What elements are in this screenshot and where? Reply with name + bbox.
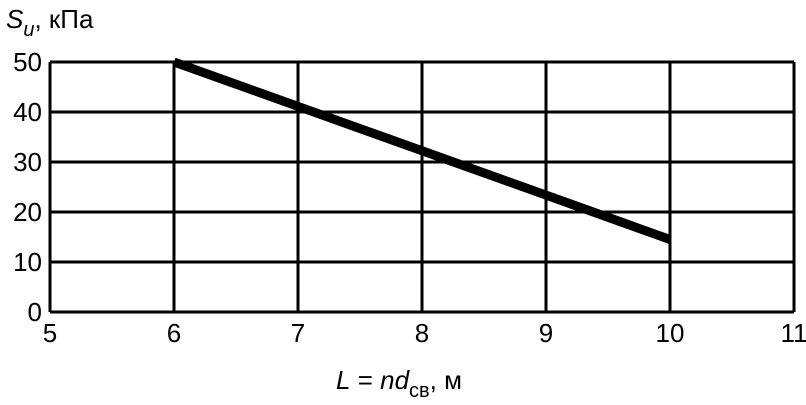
x-tick-label-5: 10 xyxy=(656,318,685,348)
y-tick-label-2: 20 xyxy=(13,197,42,227)
x-axis-title: L = ndсв, м xyxy=(336,365,462,400)
y-tick-label-0: 0 xyxy=(28,297,42,327)
y-axis-symbol: S xyxy=(6,4,24,34)
y-tick-label-4: 40 xyxy=(13,97,42,127)
x-axis-unit: , м xyxy=(430,365,462,395)
x-tick-label-2: 7 xyxy=(291,318,305,348)
y-axis-unit: , кПа xyxy=(34,4,94,34)
x-axis-expr: nd xyxy=(380,365,410,395)
y-axis-title: Su, кПа xyxy=(6,4,94,41)
x-tick-label-0: 5 xyxy=(43,318,57,348)
x-axis-equals: = xyxy=(350,365,380,395)
x-tick-label-6: 11 xyxy=(781,318,806,348)
x-tick-label-4: 9 xyxy=(539,318,553,348)
x-axis-subscript: св xyxy=(409,380,430,400)
grid xyxy=(50,62,794,312)
y-tick-label-3: 30 xyxy=(13,147,42,177)
x-tick-label-3: 8 xyxy=(415,318,429,348)
x-axis-symbol: L xyxy=(336,365,350,395)
y-tick-label-5: 50 xyxy=(13,47,42,77)
y-axis-subscript: u xyxy=(23,19,34,41)
x-tick-label-1: 6 xyxy=(167,318,181,348)
y-tick-label-1: 10 xyxy=(13,247,42,277)
tick-labels: 5 6 7 8 9 10 11 0 10 20 30 40 50 xyxy=(13,47,806,348)
